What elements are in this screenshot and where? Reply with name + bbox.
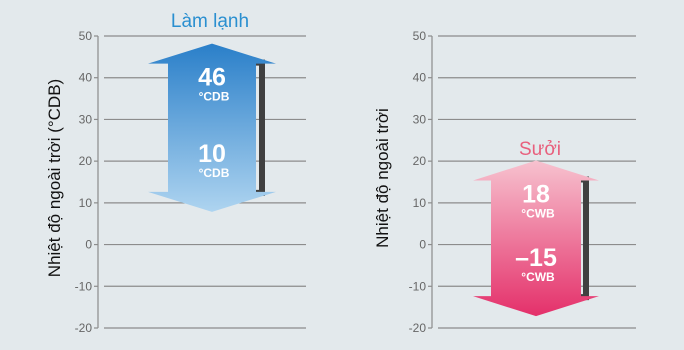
cooling-min-label-unit: °CDB <box>199 166 230 180</box>
heating-min-label-unit: °CWB <box>521 270 555 284</box>
cooling-y-tick-label: -20 <box>75 321 93 335</box>
heating-y-tick-label: 30 <box>413 112 427 126</box>
cooling-y-tick-label: 10 <box>79 196 93 210</box>
cooling-y-tick-label: 50 <box>79 29 93 43</box>
cooling-y-tick-label: 20 <box>79 154 93 168</box>
cooling-y-axis-label: Nhiệt độ ngoài trời (°CDB) <box>45 79 64 277</box>
cooling-max-label-unit: °CDB <box>199 90 230 104</box>
heating-y-tick-label: -10 <box>409 279 427 293</box>
heating-range-arrow <box>473 160 599 317</box>
heating-y-tick-label: 10 <box>413 196 427 210</box>
heating-panel: 50403020100-10-2018°CWB–15°CWBSưởiNhiệt … <box>373 29 636 335</box>
heating-y-tick-label: 40 <box>413 71 427 85</box>
cooling-max-label-value: 46 <box>198 64 226 92</box>
cooling-y-tick-label: 30 <box>79 112 93 126</box>
cooling-y-tick-label: 40 <box>79 71 93 85</box>
heating-y-tick-label: 0 <box>419 238 426 252</box>
heating-title: Sưởi <box>519 139 561 160</box>
heating-y-tick-label: 20 <box>413 154 427 168</box>
cooling-range-arrow <box>148 43 276 212</box>
heating-max-label-value: 18 <box>522 180 550 208</box>
cooling-title: Làm lạnh <box>171 11 249 32</box>
heating-y-tick-label: -20 <box>409 321 427 335</box>
heating-max-label-unit: °CWB <box>521 206 555 220</box>
cooling-y-tick-label: -10 <box>75 279 93 293</box>
cooling-y-tick-label: 0 <box>85 238 92 252</box>
cooling-min-label-value: 10 <box>198 140 226 168</box>
heating-min-label-value: –15 <box>515 244 557 272</box>
heating-y-tick-label: 50 <box>413 29 427 43</box>
heating-y-axis-label: Nhiệt độ ngoài trời <box>373 108 392 248</box>
